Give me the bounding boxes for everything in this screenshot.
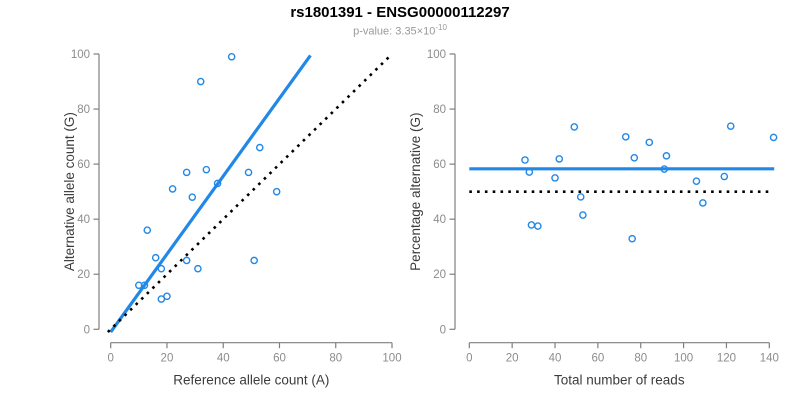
plot-subtitle: p-value: 3.35×10-10 — [0, 23, 800, 38]
data-point — [769, 133, 778, 142]
data-point — [692, 177, 701, 185]
data-point — [570, 123, 579, 131]
x-tick-label: 80 — [634, 353, 647, 365]
data-point — [628, 234, 636, 243]
y-tick-label: 40 — [77, 214, 90, 226]
data-point — [255, 143, 264, 152]
y-tick-label: 20 — [433, 269, 446, 281]
data-point — [660, 165, 669, 173]
x-tick-label: 80 — [329, 353, 342, 365]
data-point — [213, 179, 222, 188]
data-point — [726, 122, 735, 130]
allele-counts-scatter: 0 20 40 60 80 100 0 20 40 60 80 100 Reference allele… — [62, 49, 402, 388]
data-point — [645, 138, 654, 147]
data-point — [630, 153, 639, 162]
y-tick-label: 20 — [77, 269, 90, 281]
data-point — [555, 155, 564, 163]
x-tick-label: 20 — [161, 353, 174, 365]
x-tick-label: 120 — [717, 353, 736, 365]
data-point — [202, 165, 211, 174]
x-tick-label: 20 — [506, 353, 519, 365]
data-point — [140, 281, 149, 290]
pvalue-text: p-value: 3.35×10 — [353, 25, 436, 38]
y-axis-title: Alternative allele count (G) — [62, 112, 77, 271]
percentage-vs-reads-scatter: 0 20 40 60 80 100 120 140 0 20 40 60 80 100 Total numb… — [408, 49, 779, 388]
data-point — [163, 292, 171, 301]
data-point — [551, 174, 559, 182]
identity-line — [106, 55, 391, 333]
data-point — [699, 199, 707, 207]
data-point — [272, 187, 281, 196]
data-point — [151, 253, 160, 262]
x-tick-label: 140 — [760, 353, 779, 365]
x-tick-label: 100 — [382, 353, 401, 365]
data-point — [196, 77, 205, 86]
y-tick-label: 60 — [77, 159, 90, 171]
data-point — [227, 52, 236, 61]
plot-title: rs1801391 - ENSG00000112297 — [290, 4, 510, 21]
data-point — [579, 211, 587, 219]
y-tick-label: 40 — [433, 214, 446, 226]
data-point — [182, 168, 191, 177]
data-point — [188, 193, 197, 201]
data-point — [182, 256, 191, 265]
y-tick-label: 80 — [433, 104, 446, 116]
x-axis-title: Total number of reads — [554, 373, 685, 388]
y-tick-label: 100 — [71, 49, 90, 61]
y-tick-label: 80 — [77, 104, 90, 116]
y-tick-label: 0 — [440, 324, 446, 336]
data-point — [527, 221, 536, 229]
data-point — [576, 193, 585, 201]
y-tick-label: 100 — [427, 49, 446, 61]
data-point — [194, 264, 202, 273]
x-tick-label: 100 — [674, 353, 693, 365]
data-point — [521, 156, 529, 164]
data-point — [168, 185, 177, 193]
data-point — [244, 168, 253, 177]
data-point — [720, 172, 729, 181]
data-point — [525, 168, 534, 176]
fit-line — [109, 54, 312, 333]
data-point — [534, 222, 542, 230]
data-point — [621, 133, 630, 141]
y-tick-label: 0 — [84, 324, 90, 336]
x-tick-label: 0 — [466, 353, 472, 365]
x-tick-label: 60 — [591, 353, 604, 365]
x-tick-label: 60 — [273, 353, 286, 365]
data-point — [157, 264, 166, 273]
pvalue-exponent: -10 — [435, 23, 447, 32]
data-point — [143, 226, 152, 234]
data-point — [662, 152, 671, 160]
y-tick-label: 60 — [433, 159, 446, 171]
data-point — [250, 256, 258, 265]
x-tick-label: 0 — [107, 353, 113, 365]
x-axis-title: Reference allele count (A) — [173, 373, 329, 388]
x-tick-label: 40 — [217, 353, 230, 365]
x-tick-label: 40 — [549, 353, 562, 365]
y-axis-title: Percentage alternative (G) — [408, 112, 423, 270]
